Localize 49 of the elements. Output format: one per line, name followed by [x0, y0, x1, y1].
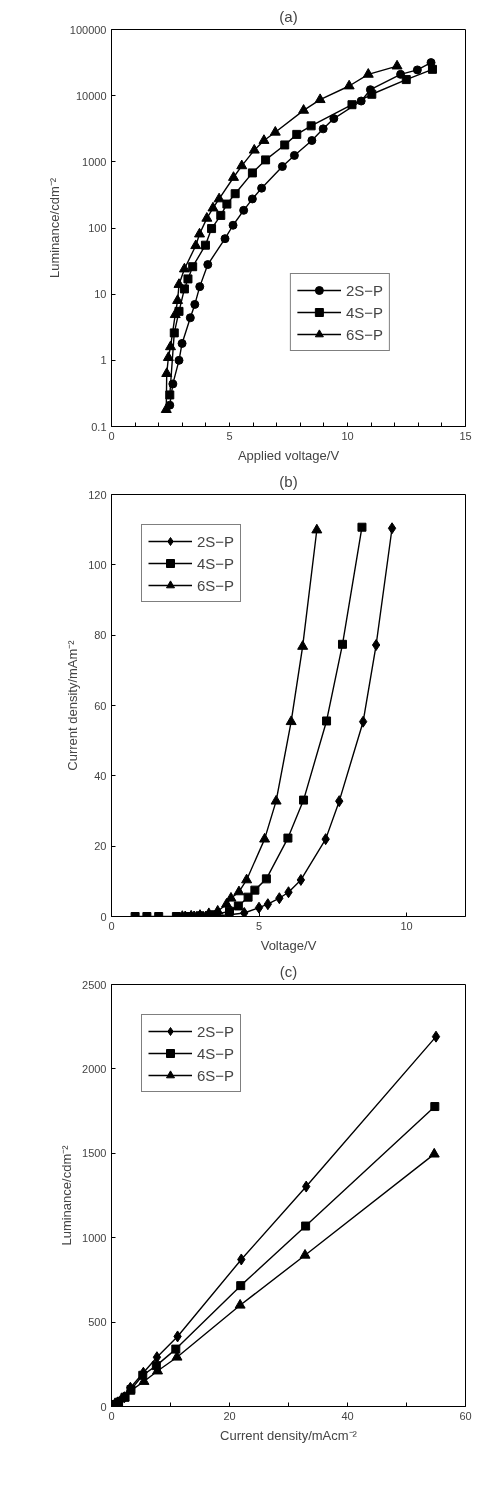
legend-label: 4S−P — [197, 554, 235, 572]
x-tick-label: 0 — [108, 429, 115, 442]
x-tick-label: 0 — [108, 1409, 115, 1422]
x-tick-label: 0 — [108, 919, 115, 932]
x-axis-title: Current density/mAcm⁻² — [220, 1427, 358, 1443]
chart-title: (c) — [279, 962, 298, 980]
legend-label: 4S−P — [345, 303, 383, 321]
y-tick-label: 500 — [88, 1316, 107, 1329]
legend-label: 6S−P — [197, 1066, 235, 1084]
x-tick-label: 15 — [459, 429, 472, 442]
legend-label: 2S−P — [197, 532, 235, 550]
y-tick-label: 60 — [94, 699, 107, 712]
y-tick-label: 0 — [100, 1400, 107, 1413]
y-tick-label: 10000 — [75, 89, 107, 102]
y-tick-label: 1500 — [82, 1147, 107, 1160]
x-tick-label: 10 — [400, 919, 413, 932]
y-tick-label: 10 — [94, 288, 107, 301]
x-tick-label: 60 — [459, 1409, 472, 1422]
chart-title: (a) — [279, 7, 298, 25]
x-tick-label: 5 — [255, 919, 263, 932]
y-tick-label: 100 — [88, 558, 107, 571]
x-axis-title: Voltage/V — [260, 937, 317, 953]
legend-label: 6S−P — [197, 576, 235, 594]
chart-title: (b) — [279, 472, 298, 490]
y-tick-label: 2000 — [82, 1062, 107, 1075]
y-tick-label: 20 — [94, 840, 107, 853]
y-tick-label: 1 — [100, 354, 107, 367]
y-tick-label: 80 — [94, 629, 107, 642]
x-tick-label: 10 — [341, 429, 354, 442]
y-tick-label: 1000 — [82, 155, 107, 168]
legend-label: 6S−P — [345, 325, 383, 343]
x-tick-label: 40 — [341, 1409, 354, 1422]
y-tick-label: 2500 — [82, 978, 107, 991]
x-axis-title: Applied voltage/V — [237, 447, 340, 463]
y-tick-label: 40 — [94, 769, 107, 782]
legend-label: 2S−P — [197, 1022, 235, 1040]
y-axis-title: Luminance/cdm⁻² — [59, 1144, 75, 1246]
y-axis-title: Current density/mAm⁻² — [65, 639, 81, 771]
y-tick-label: 0 — [100, 910, 107, 923]
y-axis-title: Luminance/cdm⁻² — [46, 177, 62, 279]
legend-label: 4S−P — [197, 1044, 235, 1062]
legend-label: 2S−P — [345, 281, 383, 299]
x-tick-label: 5 — [226, 429, 233, 442]
x-tick-label: 20 — [223, 1409, 236, 1422]
y-tick-label: 1000 — [82, 1231, 107, 1244]
y-tick-label: 100 — [88, 222, 107, 234]
y-tick-label: 120 — [88, 488, 107, 501]
y-tick-label: 100000 — [69, 23, 107, 36]
y-tick-label: 0.1 — [91, 420, 107, 433]
